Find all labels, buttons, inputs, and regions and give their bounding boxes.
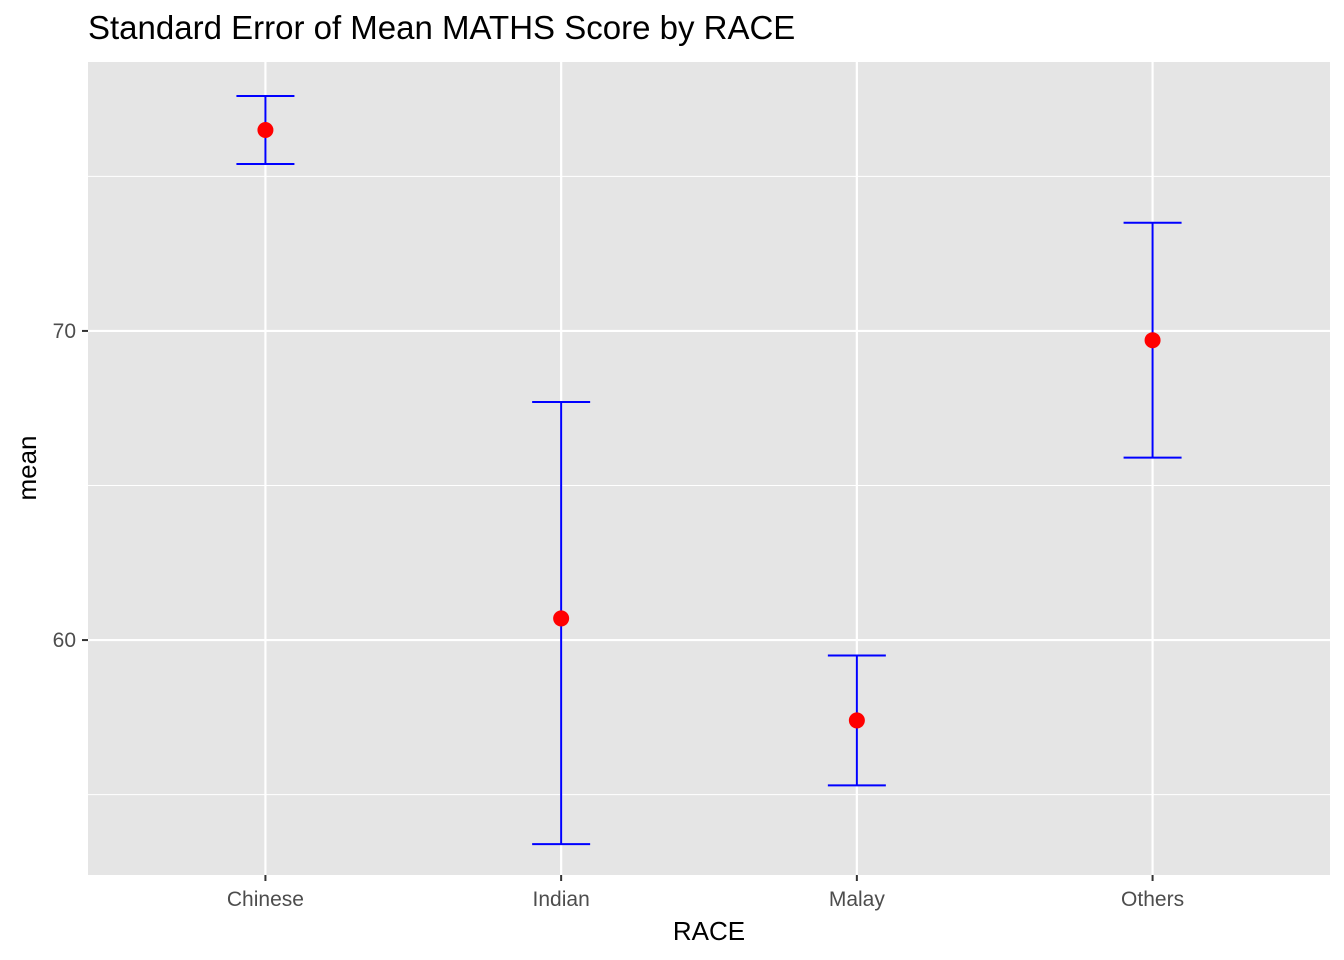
x-axis-title: RACE: [673, 916, 745, 946]
mean-point-malay: [848, 712, 865, 729]
major-gridlines: [88, 62, 1330, 875]
x-tick-label: Others: [1121, 888, 1184, 911]
y-axis: 60 70: [53, 320, 88, 652]
chart-title: Standard Error of Mean MATHS Score by RA…: [88, 9, 795, 46]
minor-gridlines: [88, 175, 1330, 796]
x-tick-label: Malay: [829, 888, 886, 911]
y-axis-title: mean: [12, 435, 42, 500]
plot-panel: [88, 62, 1330, 875]
mean-point-chinese: [257, 122, 274, 139]
mean-point-others: [1144, 332, 1161, 349]
mean-point-indian: [553, 610, 570, 627]
x-axis: Chinese Indian Malay Others: [227, 875, 1184, 911]
y-tick-label: 70: [53, 320, 76, 343]
x-tick-label: Chinese: [227, 888, 304, 911]
x-tick-label: Indian: [533, 888, 590, 911]
y-tick-label: 60: [53, 629, 76, 652]
mean-points: [257, 122, 1161, 729]
